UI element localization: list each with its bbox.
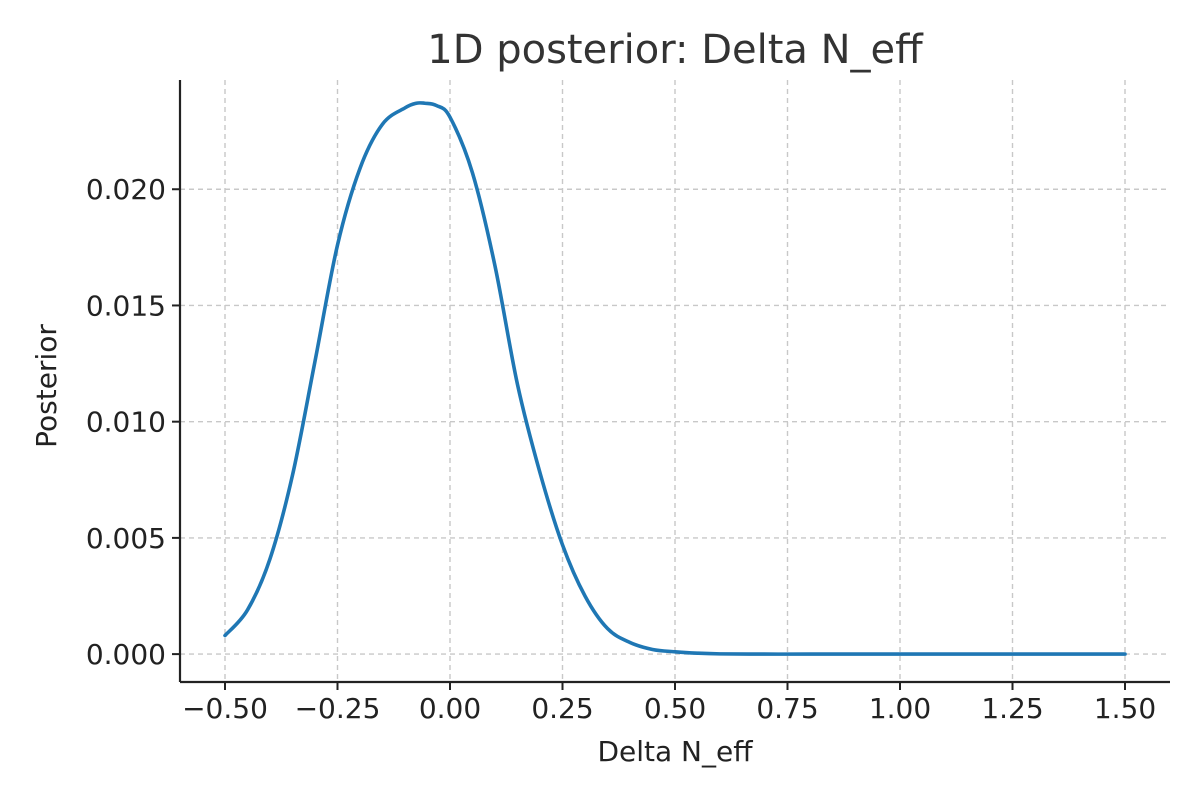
x-tick-label: −0.50 bbox=[182, 692, 268, 725]
x-tick-label: 0.50 bbox=[644, 692, 706, 725]
x-ticks: −0.50 −0.25 0.00 0.25 0.50 0.75 1.00 1.25 1.50 bbox=[182, 682, 1156, 725]
x-tick-label: 1.00 bbox=[869, 692, 931, 725]
x-tick-label: 0.25 bbox=[531, 692, 593, 725]
y-tick-label: 0.000 bbox=[86, 638, 166, 671]
y-tick-label: 0.010 bbox=[86, 406, 166, 439]
x-tick-label: 0.00 bbox=[419, 692, 481, 725]
y-tick-label: 0.020 bbox=[86, 173, 166, 206]
x-tick-label: 0.75 bbox=[756, 692, 818, 725]
chart-title: 1D posterior: Delta N_eff bbox=[427, 27, 924, 73]
x-axis-label: Delta N_eff bbox=[597, 735, 753, 768]
y-tick-label: 0.015 bbox=[86, 289, 166, 322]
x-tick-label: 1.50 bbox=[1094, 692, 1156, 725]
series-line-posterior bbox=[223, 101, 1127, 656]
y-ticks: 0.000 0.005 0.010 0.015 0.020 bbox=[86, 173, 180, 671]
x-tick-label: −0.25 bbox=[295, 692, 381, 725]
x-tick-label: 1.25 bbox=[981, 692, 1043, 725]
y-axis-label: Posterior bbox=[30, 324, 63, 448]
grid-layer bbox=[180, 80, 1170, 682]
y-tick-label: 0.005 bbox=[86, 522, 166, 555]
